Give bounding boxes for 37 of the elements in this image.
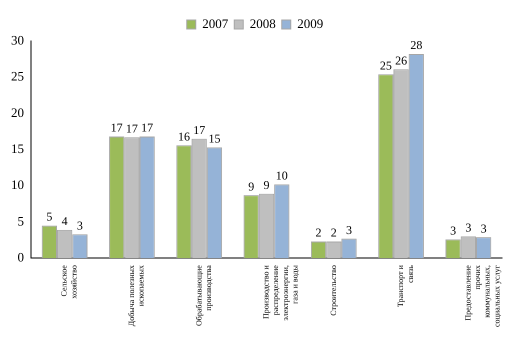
data-label: 10 bbox=[276, 168, 288, 182]
data-label: 16 bbox=[178, 129, 190, 144]
x-tick-label: Сельское хозяйство bbox=[60, 264, 78, 299]
data-label: 17 bbox=[193, 122, 206, 137]
data-label: 28 bbox=[410, 38, 422, 52]
y-tick-label: 5 bbox=[18, 213, 24, 228]
data-label: 17 bbox=[126, 121, 138, 136]
data-label: 9 bbox=[264, 178, 270, 192]
legend-label: 2008 bbox=[250, 16, 276, 31]
x-tick-label: Добыча полезных ископаемых bbox=[127, 265, 146, 326]
x-tick-label: Производство и распределение электроэнергии, газа и воды bbox=[262, 264, 300, 321]
data-label: 3 bbox=[480, 221, 487, 236]
y-tick-label: 25 bbox=[11, 68, 24, 84]
y-tick-label: 30 bbox=[11, 32, 24, 48]
data-label: 2 bbox=[330, 226, 337, 240]
y-tick-label: 10 bbox=[11, 177, 24, 192]
data-label: 3 bbox=[450, 223, 456, 238]
data-label: 4 bbox=[62, 214, 68, 228]
y-tick-label: 0 bbox=[18, 250, 24, 265]
legend-label: 2009 bbox=[297, 16, 324, 31]
y-tick-label: 15 bbox=[11, 140, 24, 156]
x-tick-label: Обрабатывающие производства bbox=[194, 264, 213, 326]
data-label: 3 bbox=[76, 218, 83, 232]
y-tick-label: 20 bbox=[11, 104, 24, 120]
data-label: 17 bbox=[141, 120, 154, 135]
data-label: 9 bbox=[248, 179, 254, 194]
x-tick-label: Транспорт и связь bbox=[396, 264, 415, 308]
data-label: 17 bbox=[110, 120, 123, 135]
data-label: 25 bbox=[380, 58, 392, 72]
legend-label: 2007 bbox=[202, 16, 229, 31]
data-label: 5 bbox=[46, 210, 52, 224]
data-label: 26 bbox=[395, 53, 408, 68]
data-label: 15 bbox=[208, 132, 220, 146]
data-label: 3 bbox=[346, 222, 352, 237]
x-tick-label: Строительство bbox=[328, 265, 338, 316]
data-label: 3 bbox=[465, 220, 472, 235]
data-label: 2 bbox=[316, 226, 322, 240]
